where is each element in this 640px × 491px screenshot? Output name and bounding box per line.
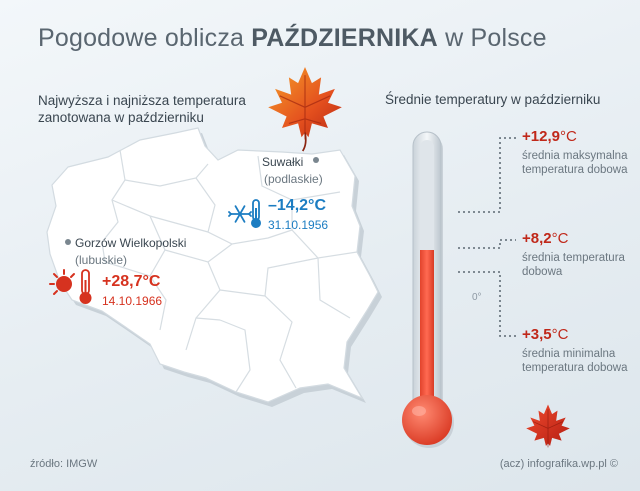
gorzow-dot <box>65 239 71 245</box>
credit-label: (acz) infografika.wp.pl © <box>499 458 618 470</box>
cold-record-temp: –14,2°C <box>268 197 326 214</box>
averages-subtitle: Średnie temperatury w październiku <box>385 92 601 107</box>
records-subtitle: Najwyższa i najniższa temperatura zanoto… <box>38 93 246 125</box>
poland-map <box>46 127 382 407</box>
snowflake-thermometer-icon <box>228 199 261 228</box>
avg-min-value: +3,5°C <box>522 326 569 343</box>
hot-record-temp: +28,7°C <box>102 273 161 290</box>
avg-max-label: średnia maksymalna temperatura dobowa <box>522 150 628 176</box>
hot-record-region: (lubuskie) <box>75 253 128 267</box>
page-title: Pogodowe oblicza PAŹDZIERNIKA w Polsce <box>38 24 547 52</box>
leader-lines <box>458 137 516 337</box>
cold-record-city: Suwałki <box>262 155 304 169</box>
small-maple-leaf-icon <box>526 404 570 448</box>
source-label: źródło: IMGW <box>30 458 98 470</box>
avg-mean-value: +8,2°C <box>522 230 569 247</box>
hot-record-city: Gorzów Wielkopolski <box>75 236 187 250</box>
thermometer-zero-label: 0° <box>472 292 482 303</box>
hot-record-date: 14.10.1966 <box>102 294 163 308</box>
cold-record-region: (podlaskie) <box>264 172 323 186</box>
avg-mean-label: średnia temperatura dobowa <box>522 252 625 278</box>
cold-record-date: 31.10.1956 <box>268 218 329 232</box>
suwalki-dot <box>313 157 319 163</box>
maple-leaf-icon <box>268 67 342 152</box>
avg-min-label: średnia minimalna temperatura dobowa <box>522 348 628 374</box>
avg-max-value: +12,9°C <box>522 128 577 145</box>
sun-thermometer-icon <box>49 269 92 304</box>
thermometer <box>402 131 454 448</box>
